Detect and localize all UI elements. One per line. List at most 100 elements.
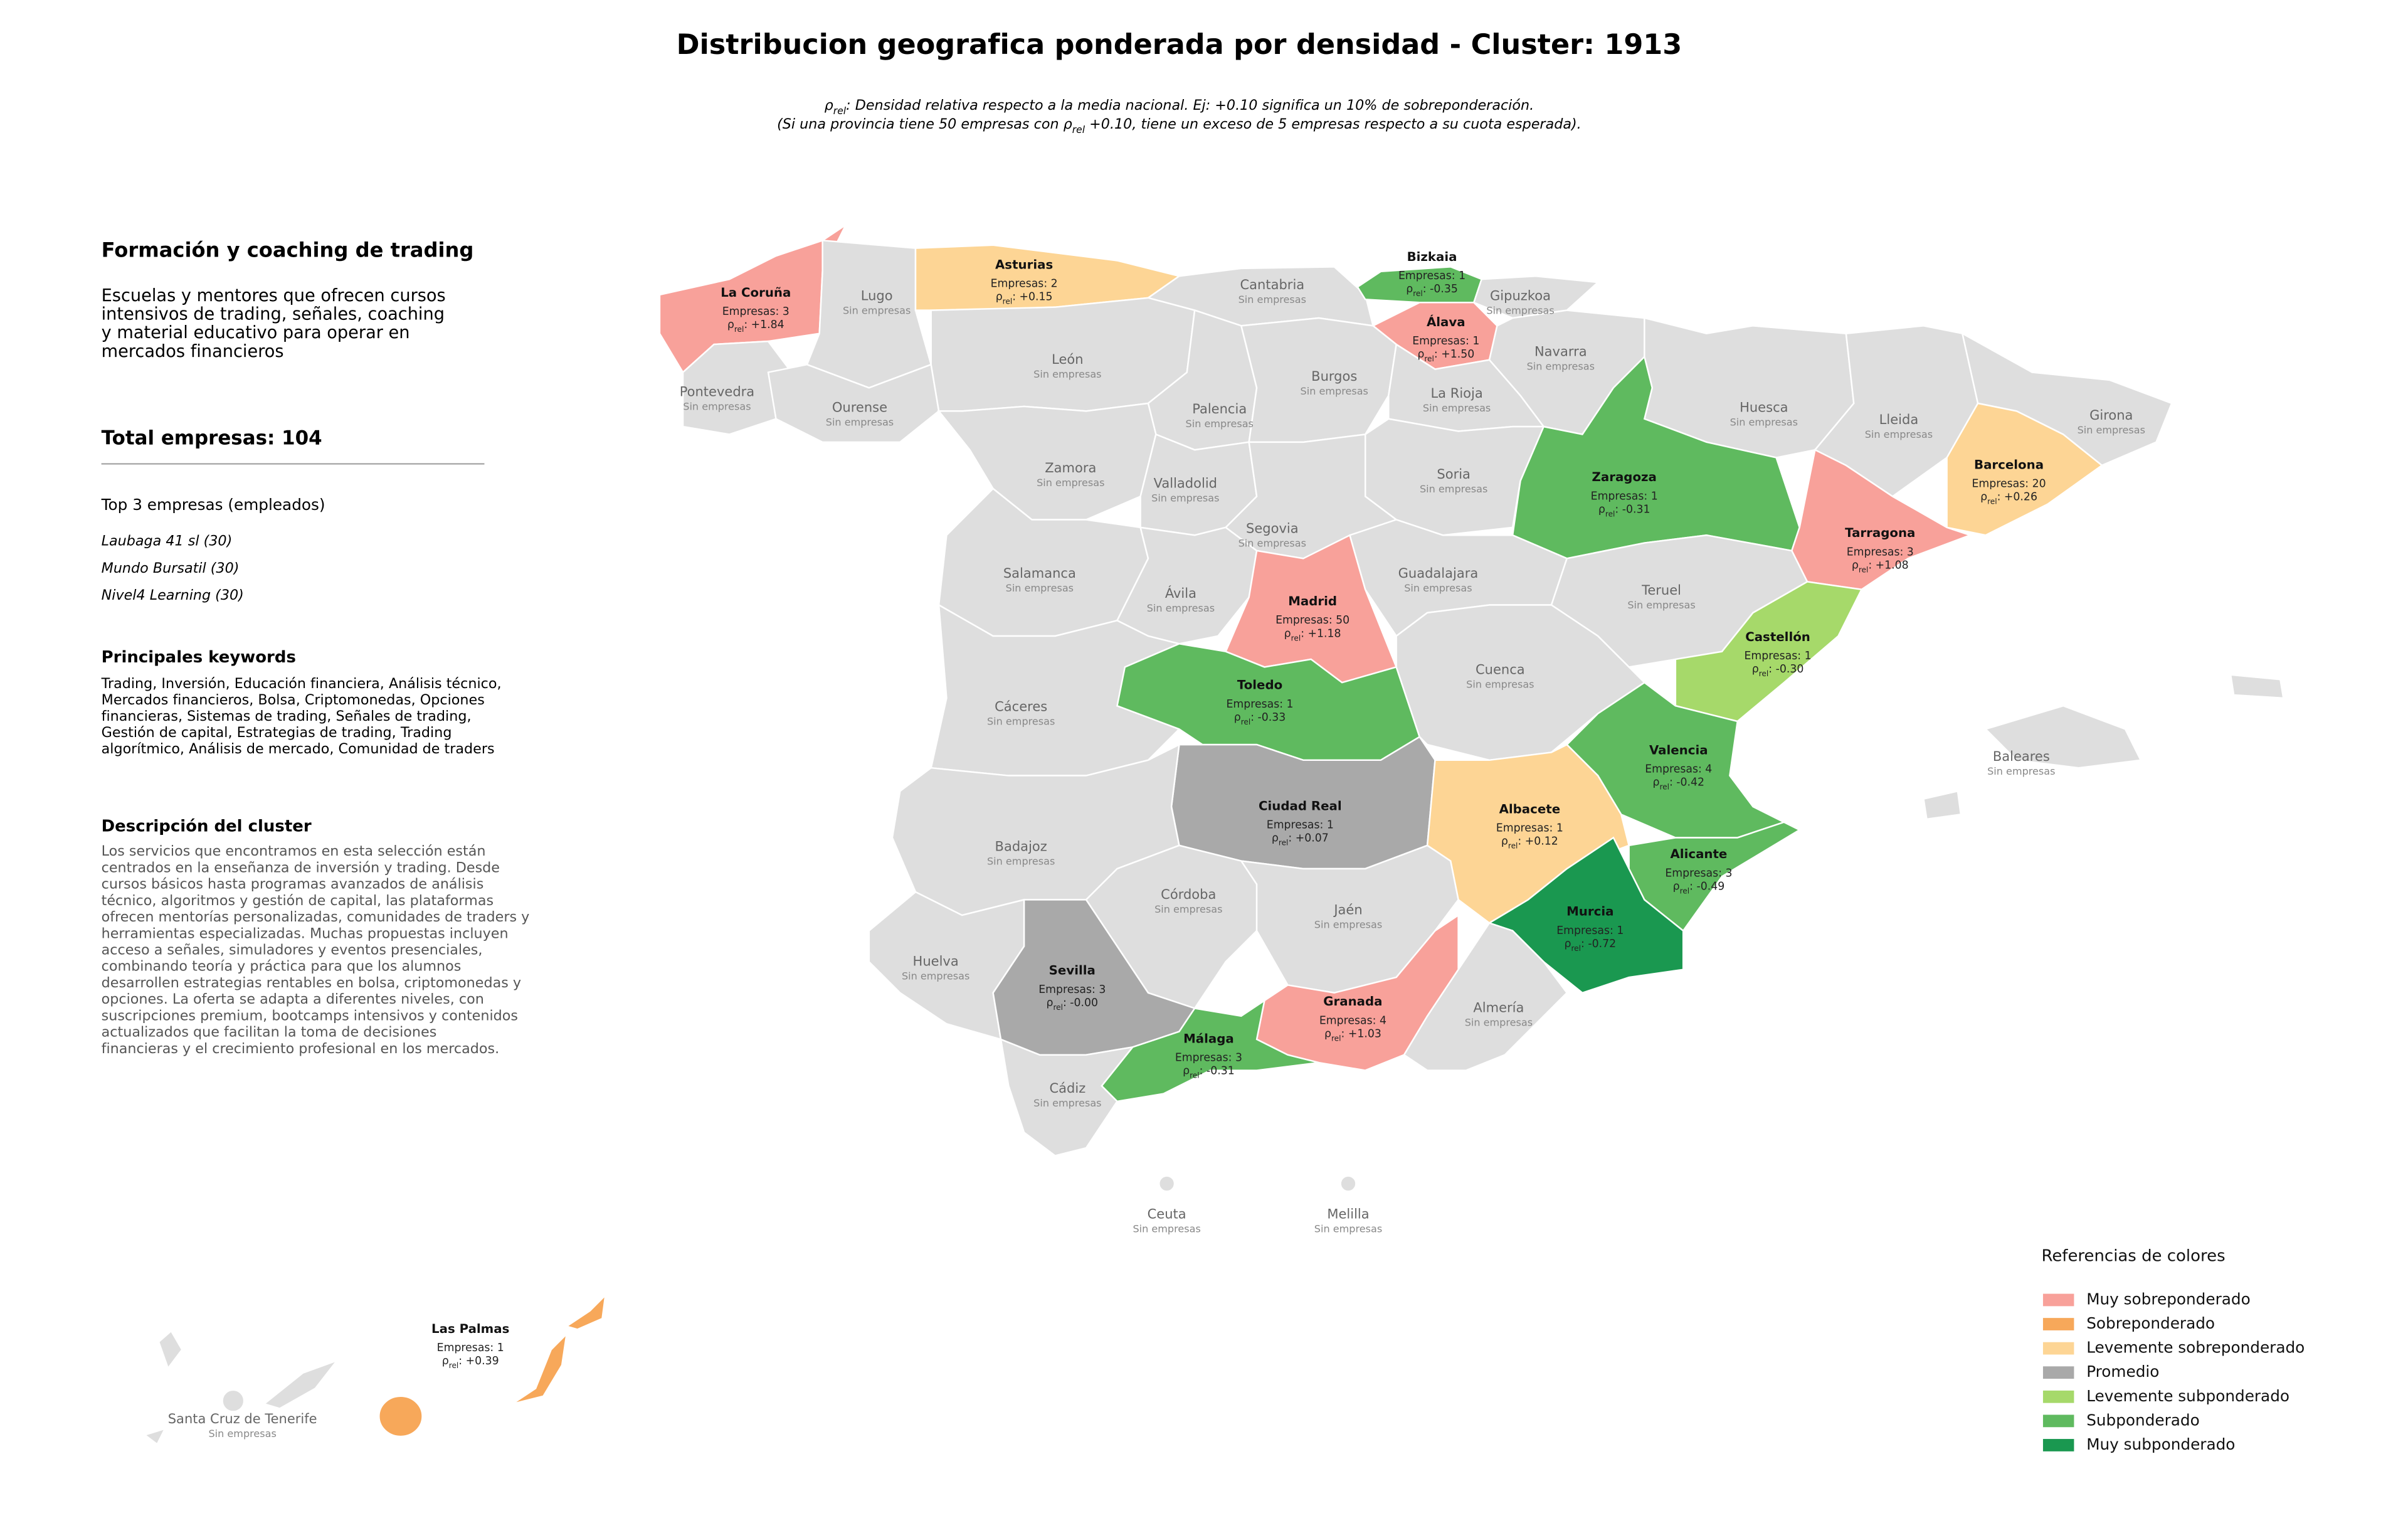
province-rho-part: rel: [1279, 838, 1289, 847]
province-rho-part: : -0.72: [1581, 938, 1616, 950]
province-rho: ρrel: -0.31: [1183, 1065, 1235, 1080]
province-note: Sin empresas: [1466, 678, 1534, 690]
province-name: Ávila: [1165, 585, 1196, 601]
top-company: Nivel4 Learning (30): [102, 587, 244, 603]
province-rho-part: : +1.50: [1434, 348, 1474, 361]
province-rho-part: ρ: [1564, 938, 1571, 950]
province-count: Empresas: 3: [1175, 1052, 1242, 1064]
province-name: Zamora: [1045, 460, 1096, 475]
province-note: Sin empresas: [1186, 418, 1254, 430]
province-note: Sin empresas: [1301, 385, 1368, 397]
province-rho-part: rel: [1331, 1034, 1341, 1043]
province-name: Murcia: [1566, 905, 1613, 919]
province-rho-part: rel: [1508, 841, 1518, 850]
province-rho-part: : +0.26: [1997, 491, 2037, 504]
province-rho-part: ρ: [727, 319, 734, 331]
cluster-description: acceso a señales, simuladores y eventos …: [102, 942, 483, 958]
subtitle: (Si una provincia tiene 50 empresas con …: [777, 115, 1582, 135]
province-name: Baleares: [1993, 748, 2050, 764]
cluster-description: cursos básicos hasta programas avanzados…: [102, 876, 484, 893]
panel-description: mercados financieros: [102, 342, 284, 361]
province-shape: [143, 1427, 167, 1446]
province-note: Sin empresas: [1147, 602, 1215, 614]
cluster-description: centrados en la enseñanza de inversión y…: [102, 859, 500, 876]
province-name: Bizkaia: [1407, 250, 1457, 264]
legend-swatch: [2042, 1414, 2074, 1428]
panel-title: Formación y coaching de trading: [102, 238, 474, 262]
total: Total empresas: 104: [102, 427, 322, 449]
province-note: Sin empresas: [1730, 416, 1798, 428]
province-shape: [1403, 922, 1568, 1071]
province-shape: [1984, 704, 2142, 769]
province-shape: [1923, 790, 1962, 820]
province-name: Cuenca: [1476, 661, 1525, 677]
province-note: Sin empresas: [2078, 424, 2145, 436]
subtitle-part: ρ: [825, 97, 833, 114]
province-rho: ρrel: -0.31: [1598, 503, 1650, 518]
legend-swatch: [2042, 1390, 2074, 1403]
province-rho-part: rel: [734, 325, 744, 334]
province-name: Burgos: [1311, 368, 1357, 384]
province-name: Castellón: [1745, 630, 1810, 644]
province-rho-part: ρ: [996, 291, 1003, 304]
province-rho: ρrel: +0.12: [1501, 836, 1558, 851]
cluster-description: opciones. La oferta se adapta a diferent…: [102, 991, 484, 1007]
province-rho-part: rel: [1571, 943, 1581, 952]
province-rho-part: : +0.39: [458, 1355, 499, 1367]
legend-swatch: [2042, 1318, 2074, 1330]
province-rho-part: ρ: [1272, 832, 1279, 845]
province-shape: [1158, 1175, 1176, 1192]
province-rho-part: ρ: [1852, 559, 1859, 571]
province-rho: ρrel: +0.26: [1980, 491, 2037, 506]
province-count: Empresas: 4: [1645, 763, 1712, 776]
province-shape: [1116, 526, 1258, 645]
province-count: Empresas: 4: [1319, 1014, 1386, 1027]
province-shape: [262, 1359, 340, 1409]
province-rho-part: : -0.35: [1423, 283, 1458, 295]
province-count: Empresas: 3: [722, 305, 789, 318]
province-name: Santa Cruz de Tenerife: [168, 1411, 317, 1426]
province-count: Empresas: 50: [1275, 614, 1349, 627]
province-name: Valencia: [1649, 743, 1708, 757]
province-note: Sin empresas: [1314, 1223, 1382, 1234]
legend-title: Referencias de colores: [2041, 1247, 2225, 1266]
province-rho-part: ρ: [1673, 880, 1680, 893]
subtitle: ρrel: Densidad relativa respecto a la me…: [825, 97, 1534, 117]
province-name: Pontevedra: [680, 384, 755, 400]
province-note: Sin empresas: [826, 416, 894, 428]
province-rho-part: : -0.00: [1063, 997, 1098, 1009]
province-rho-part: ρ: [1417, 348, 1424, 361]
province-name: León: [1052, 351, 1083, 367]
province-rho-part: : +1.03: [1341, 1027, 1381, 1040]
province-rho-part: ρ: [1324, 1027, 1331, 1040]
cluster-description: ofrecen mentorías personalizadas, comuni…: [102, 909, 530, 925]
province-count: Empresas: 2: [991, 278, 1058, 290]
province-rho: ρrel: -0.72: [1564, 938, 1616, 953]
keywords: Mercados financieros, Bolsa, Criptomoned…: [102, 692, 485, 708]
province-rho-part: rel: [1413, 289, 1423, 298]
province-count: Empresas: 3: [1847, 546, 1914, 558]
province-name: Navarra: [1534, 343, 1587, 359]
province-rho-part: : -0.31: [1615, 503, 1650, 516]
province-rho-part: ρ: [1046, 997, 1053, 1009]
province-rho: ρrel: +0.07: [1272, 832, 1329, 847]
province-note: Sin empresas: [902, 970, 969, 982]
province-rho-part: : +0.12: [1518, 836, 1558, 848]
province-name: Almería: [1473, 1000, 1524, 1016]
province-note: Sin empresas: [208, 1428, 276, 1440]
province-name: Las Palmas: [431, 1322, 509, 1336]
province-rho-part: rel: [1053, 1002, 1063, 1011]
cluster-heading: Descripción del cluster: [102, 817, 312, 836]
legend-label: Subponderado: [2086, 1411, 2200, 1429]
province-rho-part: rel: [1987, 497, 1997, 506]
cluster-description: técnico, algoritmos y gestión de capital…: [102, 893, 494, 909]
province-count: Empresas: 1: [1496, 822, 1563, 835]
province-count: Empresas: 1: [1591, 490, 1658, 502]
province-name: Ceuta: [1148, 1206, 1186, 1221]
province-note: Sin empresas: [1314, 919, 1382, 931]
province-shape: [1814, 325, 1979, 497]
province-rho-part: ρ: [442, 1355, 449, 1367]
province-name: Madrid: [1288, 594, 1337, 608]
province-shape: [1339, 1175, 1357, 1192]
